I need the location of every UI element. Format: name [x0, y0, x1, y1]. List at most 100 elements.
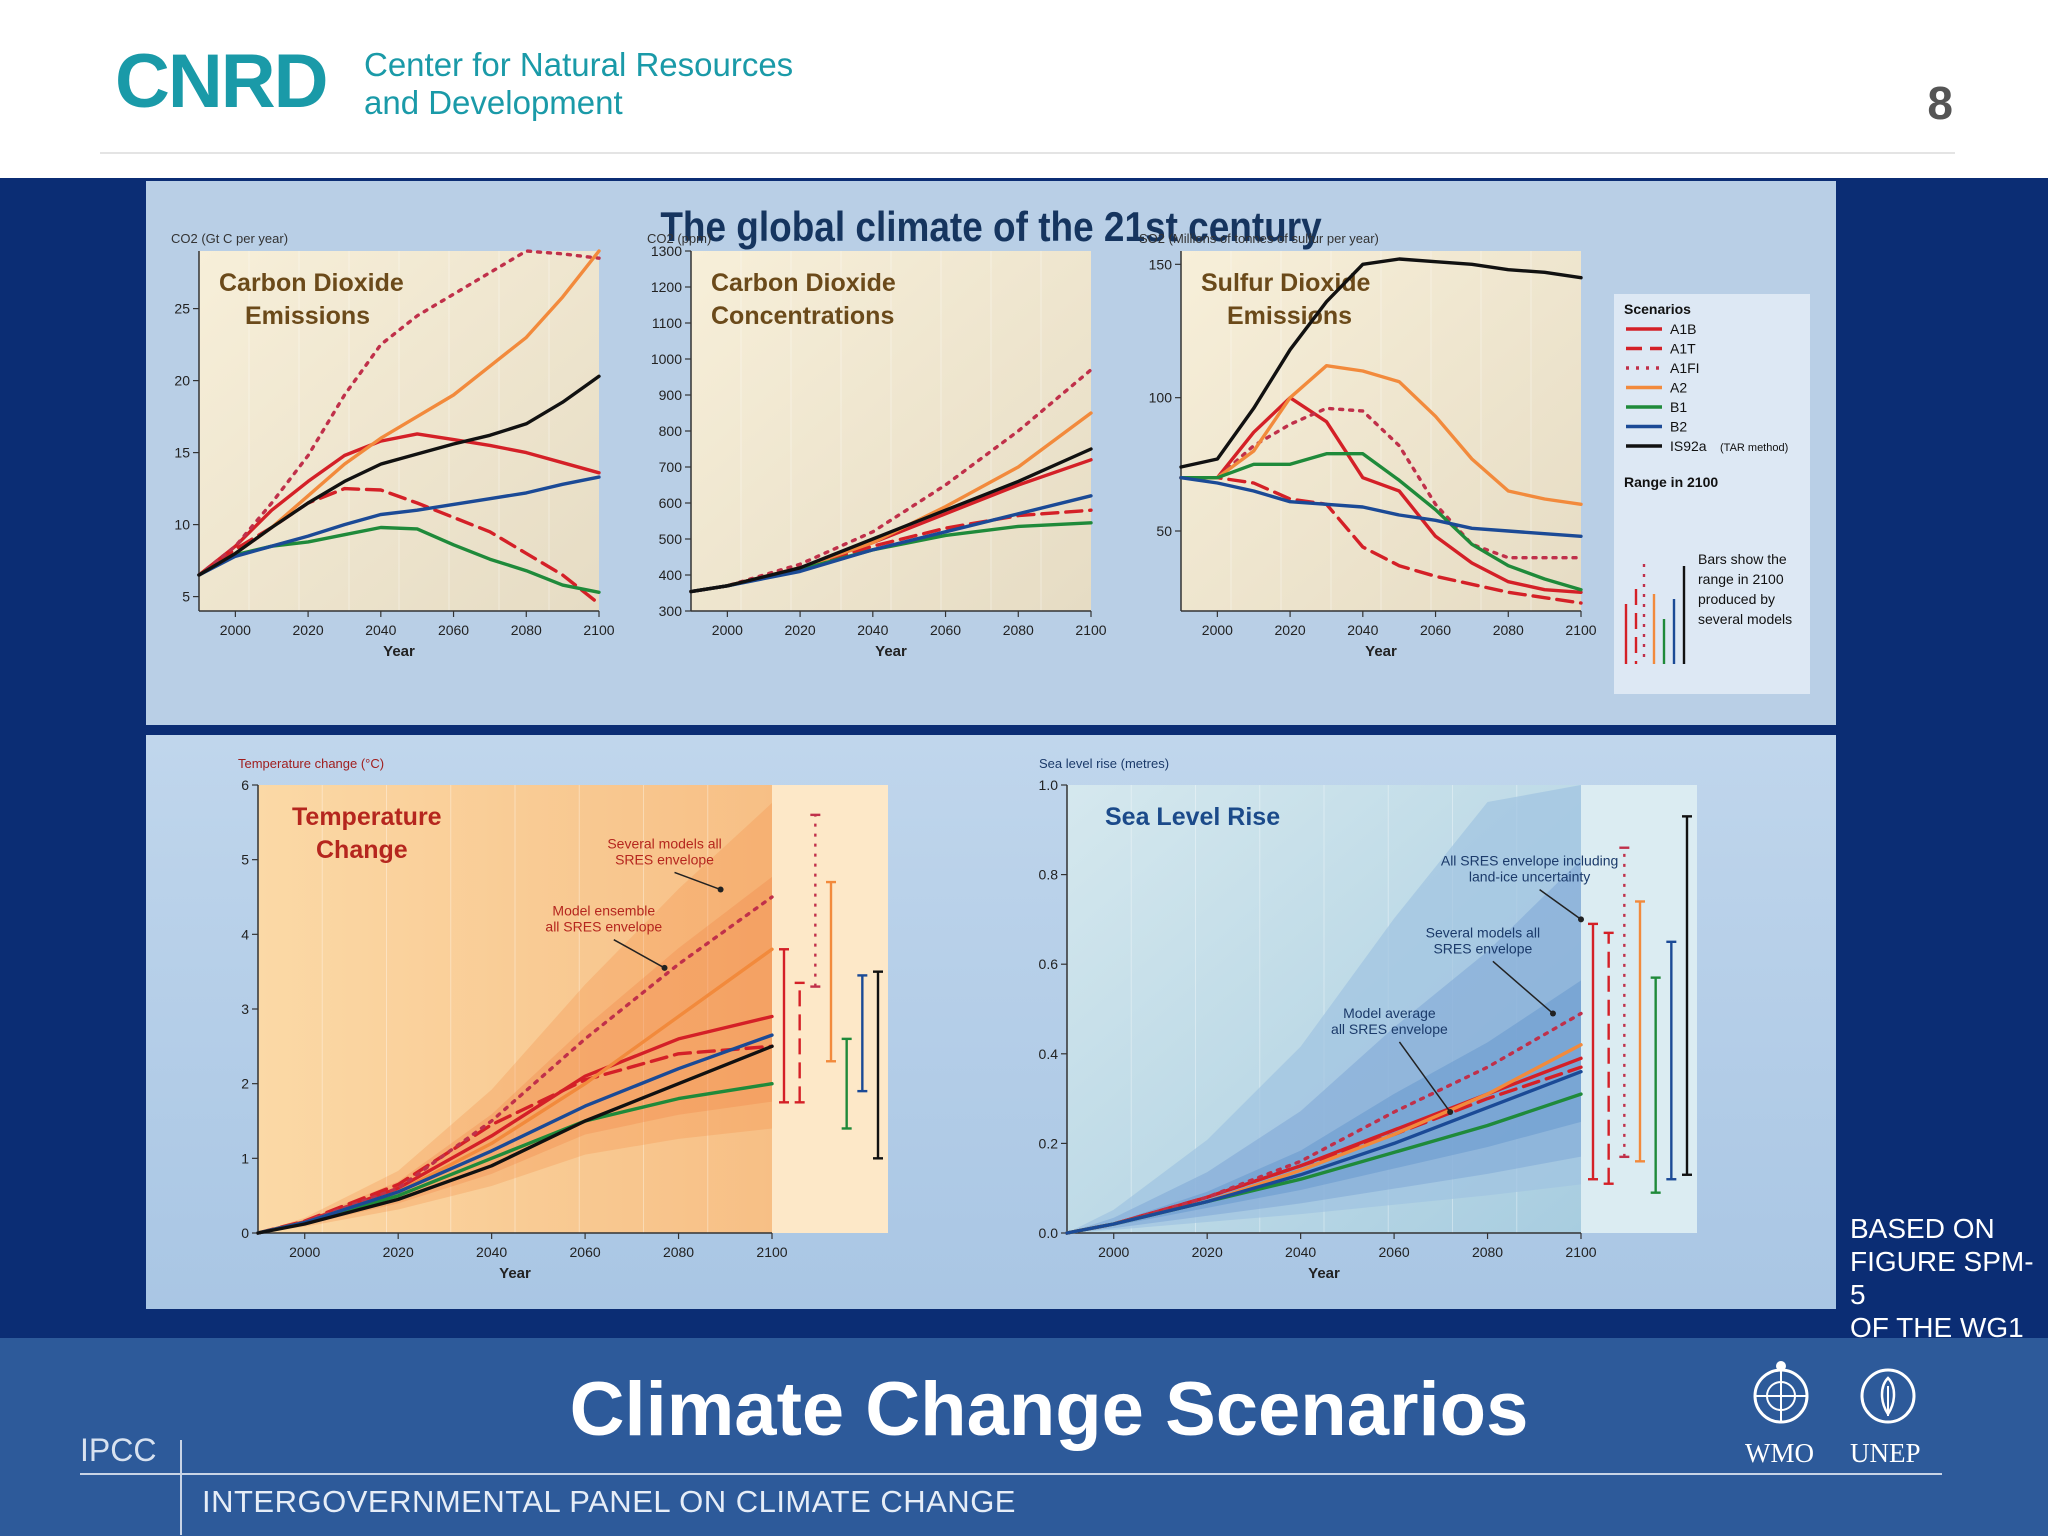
y-tick-label: 0.2 — [1039, 1135, 1059, 1151]
y-tick-label: 1000 — [651, 351, 682, 367]
series-line-a2 — [1179, 364, 1583, 506]
annotation-arrow — [1539, 889, 1582, 921]
chart-title-line: Emissions — [1227, 302, 1352, 330]
series-line-is92a — [689, 447, 1093, 594]
x-tick-label: 2040 — [1347, 622, 1378, 638]
slide-header: CNRD Center for Natural Resources and De… — [0, 0, 2048, 176]
y-tick-label: 20 — [174, 373, 190, 389]
series-line-is92a — [1179, 257, 1583, 469]
y-axis-label: Temperature change (°C) — [238, 756, 384, 771]
y-tick-label: 0 — [241, 1225, 249, 1241]
series-line-a1fi — [1179, 406, 1583, 560]
x-tick-label: 2020 — [293, 622, 324, 638]
x-tick-label: 2080 — [1003, 622, 1034, 638]
logo-line-2: and Development — [364, 84, 623, 121]
x-axis-label: Year — [1365, 643, 1397, 660]
annotation-arrowhead — [661, 964, 668, 971]
range-note-line: produced by — [1698, 591, 1775, 607]
annotation-text: SRES envelope — [1433, 940, 1532, 956]
y-tick-label: 0.0 — [1039, 1225, 1059, 1241]
climate-figure: The global climate of the 21st century 2… — [146, 181, 1836, 1309]
figure-separator — [146, 725, 1836, 735]
y-tick-label: 2 — [241, 1076, 249, 1092]
footer-vertical-rule — [180, 1440, 182, 1535]
cnrd-logo-text: Center for Natural Resources and Develop… — [364, 46, 793, 122]
chart-3: 2000 2020 2040 2060 2080 2100 50 100 150 Year SO2 … — [1139, 231, 1597, 660]
series-line-a1fi — [256, 895, 774, 1235]
range-title: Range in 2100 — [1624, 474, 1718, 490]
logo-line-1: Center for Natural Resources — [364, 46, 794, 83]
annotation-arrowhead — [1447, 1109, 1454, 1116]
unep-label: UNEP — [1850, 1438, 1921, 1468]
y-tick-label: 300 — [659, 603, 683, 619]
annotation-arrow — [1492, 960, 1554, 1015]
figure-title: The global climate of the 21st century — [660, 203, 1322, 250]
x-tick-label: 2020 — [383, 1244, 414, 1260]
y-tick-label: 10 — [174, 517, 190, 533]
x-tick-label: 2000 — [289, 1244, 320, 1260]
page-number: 8 — [1927, 77, 1953, 129]
legend-label: IS92a — [1670, 438, 1707, 454]
x-tick-label: 2080 — [511, 622, 542, 638]
envelope-band — [1067, 980, 1581, 1233]
x-tick-label: 2100 — [583, 622, 614, 638]
plot-area — [1181, 251, 1581, 611]
y-tick-label: 1 — [241, 1150, 249, 1166]
x-tick-label: 2040 — [1285, 1244, 1316, 1260]
chart-1: 2000 2020 2040 2060 2080 2100 5 10 15 20 25 Year CO2… — [171, 231, 615, 660]
y-tick-label: 50 — [1156, 523, 1172, 539]
source-note-line-1: BASED ON — [1850, 1213, 1995, 1244]
series-line-b1 — [1179, 452, 1583, 592]
annotation-text: Model ensemble — [552, 903, 655, 919]
x-tick-label: 2000 — [1202, 622, 1233, 638]
series-line-a1b — [1179, 396, 1583, 594]
x-tick-label: 2100 — [1075, 622, 1106, 638]
series-line-a1t — [1179, 476, 1583, 605]
x-tick-label: 2020 — [1192, 1244, 1223, 1260]
x-tick-label: 2100 — [1565, 622, 1596, 638]
chart-5: 2000 2020 2040 2060 2080 2100 0.0 0.2 0.4 0.6 0.8 1… — [1039, 756, 1697, 1282]
y-axis-label: CO2 (ppm) — [647, 231, 711, 246]
y-tick-label: 900 — [659, 387, 683, 403]
x-tick-label: 2060 — [570, 1244, 601, 1260]
legend-box — [1614, 294, 1810, 694]
x-tick-label: 2100 — [756, 1244, 787, 1260]
chart-title-line: Carbon Dioxide — [711, 269, 896, 297]
annotation-text: Model average — [1343, 1005, 1436, 1021]
legend-label: A1FI — [1670, 360, 1700, 376]
chart-title-line: Concentrations — [711, 302, 894, 330]
annotation-text: All SRES envelope including — [1441, 853, 1618, 869]
chart-title-line: Temperature — [292, 803, 442, 831]
annotation-text: all SRES envelope — [1331, 1021, 1448, 1037]
envelope-outer — [258, 802, 772, 1233]
series-line-is92a — [197, 374, 601, 577]
y-tick-label: 1300 — [651, 243, 682, 259]
annotation-arrow — [613, 939, 665, 969]
y-tick-label: 600 — [659, 495, 683, 511]
cnrd-logo: CNRD — [115, 39, 329, 124]
unep-emblem-icon — [1860, 1368, 1916, 1424]
y-tick-label: 1200 — [651, 279, 682, 295]
ipcc-full-name: INTERGOVERNMENTAL PANEL ON CLIMATE CHANG… — [202, 1484, 1016, 1519]
x-tick-label: 2060 — [930, 622, 961, 638]
slide-footer — [0, 1338, 2048, 1536]
y-tick-label: 5 — [182, 589, 190, 605]
y-tick-label: 1100 — [652, 315, 682, 331]
annotation-arrow — [1398, 1041, 1451, 1113]
legend-label: B1 — [1670, 399, 1687, 415]
legend-label: B2 — [1670, 419, 1687, 435]
y-tick-label: 0.8 — [1039, 867, 1059, 883]
source-note: BASED ON FIGURE SPM-5 OF THE WG1 — [1850, 1212, 2048, 1344]
figure-charts: 2000 2020 2040 2060 2080 2100510152025YearCO2… — [146, 231, 1836, 1309]
y-tick-label: 5 — [241, 852, 249, 868]
series-line-b2 — [197, 475, 601, 577]
range-note-line: Bars show the — [1698, 551, 1787, 567]
legend-label: A1B — [1670, 321, 1696, 337]
ipcc-label: IPCC — [80, 1432, 157, 1468]
header-divider — [100, 152, 1955, 154]
y-tick-label: 400 — [659, 567, 683, 583]
x-axis-label: Year — [499, 1265, 531, 1282]
wmo-emblem-icon — [1753, 1361, 1809, 1424]
series-line-is92a — [256, 1044, 774, 1235]
y-tick-label: 1.0 — [1039, 777, 1059, 793]
